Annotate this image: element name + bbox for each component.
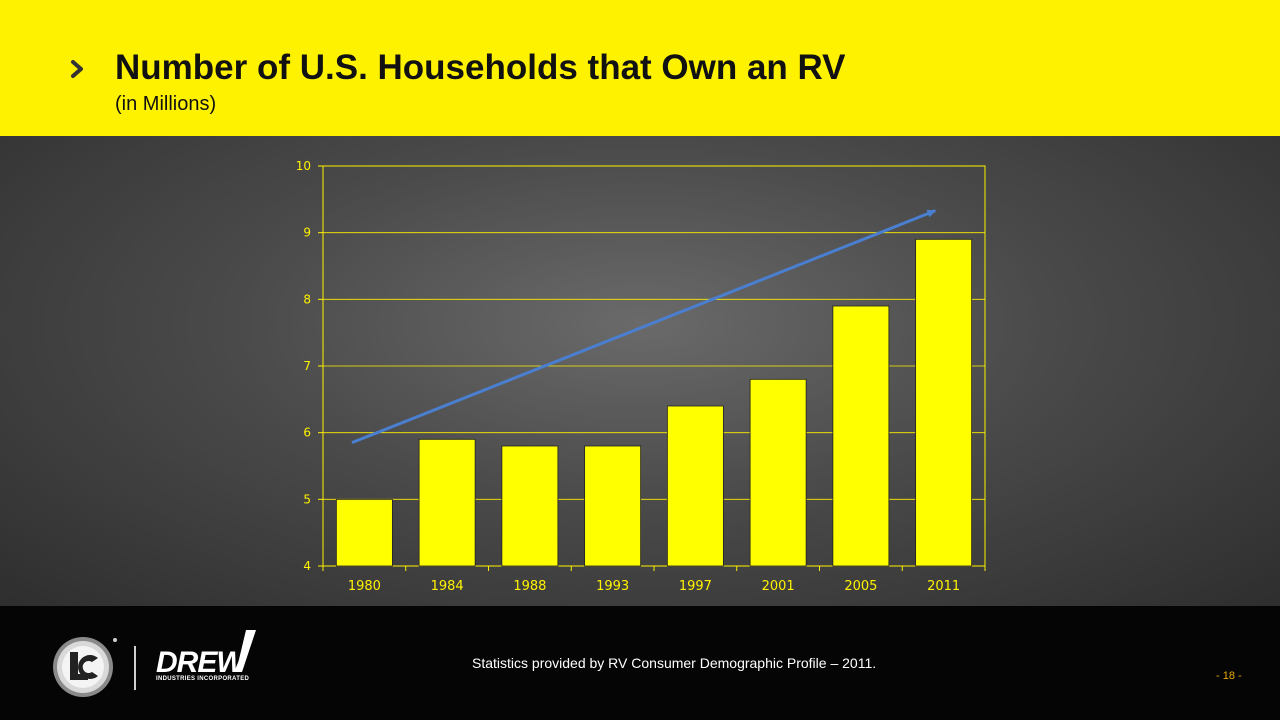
- x-tick-label: 1980: [348, 579, 381, 594]
- trend-arrow: [351, 209, 937, 445]
- y-tick-label: 4: [303, 559, 311, 573]
- bar-2001: [749, 378, 807, 567]
- bar-2011: [915, 238, 973, 567]
- bar-2005: [832, 305, 890, 567]
- x-tick-label: 2005: [844, 579, 877, 594]
- x-tick-label: 2001: [762, 579, 795, 594]
- x-tick-label: 1988: [513, 579, 546, 594]
- source-note: Statistics provided by RV Consumer Demog…: [472, 655, 877, 671]
- y-tick-label: 6: [303, 426, 311, 440]
- slide-footer: DREW INDUSTRIES INCORPORATED Statistics …: [0, 606, 1280, 720]
- drew-logo-text: DREW: [156, 646, 245, 679]
- y-tick-label: 8: [303, 292, 311, 306]
- drew-logo-subtitle: INDUSTRIES INCORPORATED: [156, 676, 250, 682]
- drew-industries-logo: [236, 630, 256, 672]
- y-tick-label: 10: [296, 159, 311, 173]
- logo-divider: [134, 646, 136, 690]
- bar-chart: 4 5 6 7 8 9 10 1980 1984 1988 1993 1997 2001 2005 2011: [296, 159, 986, 594]
- y-tick-label: 5: [303, 492, 311, 506]
- chevron-right-icon: [71, 60, 83, 78]
- chart-area: 4 5 6 7 8 9 10 1980 1984 1988 1993 1997 2001 2005 2011: [0, 136, 1280, 606]
- x-tick-label: 1993: [596, 579, 629, 594]
- x-tick-label: 1984: [431, 579, 464, 594]
- slide-header: Number of U.S. Households that Own an RV…: [0, 0, 1280, 136]
- lci-logo: [53, 637, 117, 697]
- x-tick-label: 2011: [927, 579, 960, 594]
- page-number: - 18 -: [1216, 670, 1242, 682]
- slide-subtitle: (in Millions): [115, 93, 217, 115]
- bar-1988: [501, 445, 559, 567]
- y-tick-label: 9: [303, 226, 311, 240]
- x-tick-label: 1997: [679, 579, 712, 594]
- slide-title: Number of U.S. Households that Own an RV: [115, 48, 846, 87]
- bar-1997: [666, 405, 724, 567]
- bar-1984: [418, 438, 476, 567]
- y-tick-label: 7: [303, 359, 311, 373]
- bar-1980: [335, 498, 393, 567]
- bar-1993: [584, 445, 642, 567]
